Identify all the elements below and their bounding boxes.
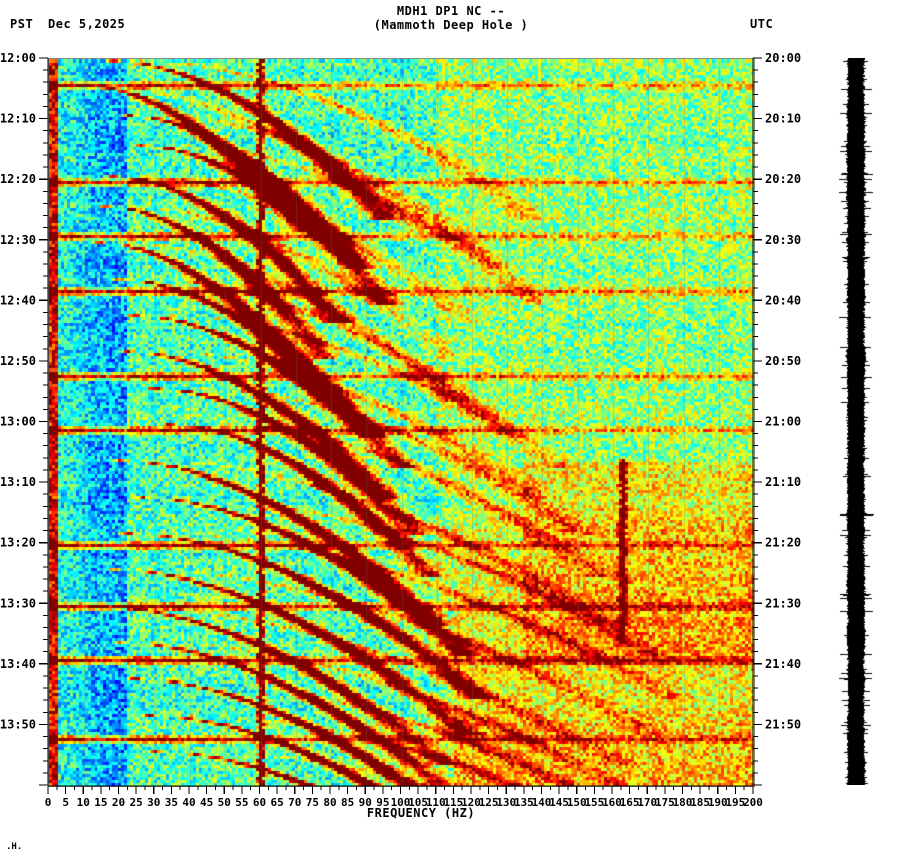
frequency-tick-label: 125 — [479, 796, 499, 809]
utc-time-tick-label: 20:40 — [765, 293, 801, 307]
frequency-tick-label: 165 — [620, 796, 640, 809]
frequency-tick-label: 0 — [45, 796, 52, 809]
frequency-tick-label: 5 — [62, 796, 69, 809]
left-timezone-label: PST — [10, 17, 34, 31]
pst-time-tick-label: 13:30 — [0, 596, 36, 610]
utc-time-tick-label: 21:50 — [765, 717, 801, 731]
frequency-tick-label: 30 — [147, 796, 160, 809]
station-subtitle: (Mammoth Deep Hole ) — [373, 18, 529, 32]
frequency-tick-label: 180 — [673, 796, 693, 809]
pst-time-tick-label: 12:40 — [0, 293, 36, 307]
frequency-tick-label: 45 — [200, 796, 213, 809]
pst-time-tick-label: 13:40 — [0, 657, 36, 671]
frequency-tick-label: 95 — [376, 796, 389, 809]
frequency-tick-label: 200 — [743, 796, 763, 809]
right-timezone-label: UTC — [750, 17, 774, 31]
utc-time-tick-label: 21:20 — [765, 536, 801, 550]
header: PST Dec 5,2025 MDH1 DP1 NC -- (Mammoth D… — [0, 0, 902, 56]
station-title: MDH1 DP1 NC -- — [396, 4, 506, 18]
frequency-tick-label: 85 — [341, 796, 354, 809]
utc-time-tick-label: 20:10 — [765, 112, 801, 126]
frequency-tick-label: 195 — [725, 796, 745, 809]
frequency-tick-label: 100 — [391, 796, 411, 809]
frequency-tick-label: 185 — [690, 796, 710, 809]
frequency-tick-label: 110 — [426, 796, 446, 809]
frequency-tick-label: 35 — [165, 796, 178, 809]
spectrogram-image — [49, 59, 754, 786]
utc-time-tick-label: 21:00 — [765, 415, 801, 429]
utc-time-tick-label: 21:30 — [765, 596, 801, 610]
frequency-tick-label: 145 — [549, 796, 569, 809]
frequency-tick-label: 155 — [584, 796, 604, 809]
left-time-axis: 12:00 12:10 12:20 12:30 12:40 12:50 13:00 13:10… — [0, 51, 49, 786]
corner-mark: .H. — [6, 842, 23, 852]
waveform-panel — [838, 58, 874, 785]
waveform-trace — [838, 58, 874, 785]
pst-time-tick-label: 12:20 — [0, 172, 36, 186]
utc-time-tick-label: 20:30 — [765, 233, 801, 247]
frequency-axis: 0 5 10 15 20 25 30 35 40 45 50 55 60 65 70 75 80 85 90 95 10… — [45, 785, 763, 809]
frequency-tick-label: 70 — [288, 796, 301, 809]
frequency-tick-label: 105 — [408, 796, 428, 809]
frequency-tick-label: 75 — [306, 796, 319, 809]
utc-time-tick-label: 21:40 — [765, 657, 801, 671]
pst-time-tick-label: 13:10 — [0, 475, 36, 489]
frequency-tick-label: 20 — [112, 796, 125, 809]
frequency-tick-label: 55 — [235, 796, 248, 809]
pst-time-tick-label: 12:00 — [0, 51, 36, 65]
frequency-tick-label: 160 — [602, 796, 622, 809]
frequency-tick-label: 15 — [94, 796, 107, 809]
frequency-axis-title-text: FREQUENCY (HZ) — [366, 806, 476, 820]
frequency-tick-label: 150 — [567, 796, 587, 809]
pst-time-tick-label: 12:50 — [0, 354, 36, 368]
pst-time-tick-label: 13:50 — [0, 717, 36, 731]
header-date: Dec 5,2025 — [48, 17, 126, 31]
utc-time-tick-label: 20:20 — [765, 172, 801, 186]
frequency-tick-label: 175 — [655, 796, 675, 809]
frequency-tick-label: 80 — [323, 796, 336, 809]
frequency-tick-label: 115 — [443, 796, 463, 809]
frequency-tick-label: 10 — [77, 796, 90, 809]
frequency-tick-label: 170 — [637, 796, 657, 809]
frequency-tick-label: 90 — [359, 796, 372, 809]
utc-time-tick-label: 20:50 — [765, 354, 801, 368]
utc-time-tick-label: 21:10 — [765, 475, 801, 489]
pst-time-tick-label: 12:10 — [0, 112, 36, 126]
pst-time-tick-label: 13:20 — [0, 536, 36, 550]
right-time-axis: 20:00 20:10 20:20 20:30 20:40 20:50 21:00 21:10… — [752, 51, 801, 786]
frequency-tick-label: 130 — [496, 796, 516, 809]
frequency-tick-label: 40 — [182, 796, 195, 809]
frequency-tick-label: 60 — [253, 796, 266, 809]
frequency-tick-label: 50 — [218, 796, 231, 809]
frequency-tick-label: 190 — [708, 796, 728, 809]
frequency-axis-title: FREQUENCY (HZ) — [0, 806, 902, 820]
frequency-tick-label: 25 — [130, 796, 143, 809]
frequency-tick-label: 135 — [514, 796, 534, 809]
pst-time-tick-label: 13:00 — [0, 415, 36, 429]
utc-time-tick-label: 20:00 — [765, 51, 801, 65]
frequency-tick-label: 140 — [532, 796, 552, 809]
frequency-tick-label: 120 — [461, 796, 481, 809]
pst-time-tick-label: 12:30 — [0, 233, 36, 247]
spectrogram-plot[interactable] — [48, 58, 755, 787]
frequency-tick-label: 65 — [271, 796, 284, 809]
